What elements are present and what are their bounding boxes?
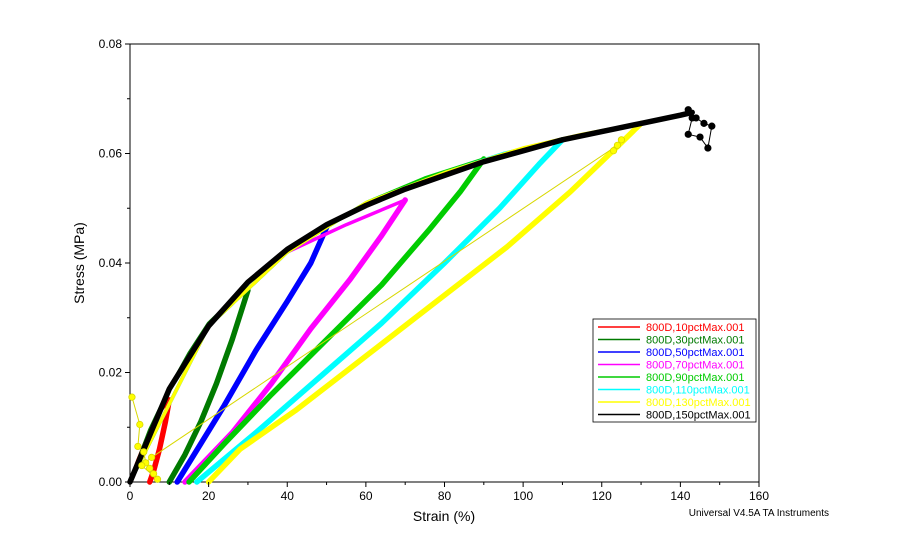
series-unloading-curve-7	[205, 120, 644, 485]
series-marker-8	[684, 106, 692, 114]
x-axis-title: Strain (%)	[413, 508, 475, 524]
x-tick-label: 0	[127, 489, 134, 503]
legend-label-7: 800D,130pctMax.001	[646, 397, 751, 409]
x-tick-label: 80	[438, 489, 452, 503]
x-tick-label: 140	[670, 489, 690, 503]
legend-label-5: 800D,90pctMax.001	[646, 372, 744, 384]
x-tick-label: 20	[202, 489, 216, 503]
y-tick-label: 0.04	[99, 256, 123, 270]
series-marker-8	[696, 133, 704, 141]
series-marker-7	[609, 147, 618, 155]
x-tick-label: 120	[592, 489, 612, 503]
markers-layer	[128, 106, 716, 483]
series-unloading-curve-6	[194, 137, 566, 485]
instrument-credit: Universal V4.5A TA Instruments	[689, 508, 829, 519]
series-unloading-curve-3	[174, 224, 330, 485]
series-marker-7	[148, 453, 156, 461]
series-marker-7	[149, 470, 158, 478]
series-unloading-curve-2	[166, 287, 251, 485]
legend-box	[592, 318, 757, 423]
series-marker-7	[146, 464, 154, 472]
series-marker-8	[684, 130, 692, 138]
series-marker-7	[136, 420, 144, 429]
series-marker-8	[688, 114, 696, 122]
legend-label-4: 800D,70pctMax.001	[646, 360, 744, 372]
x-tick-label: 100	[513, 489, 533, 503]
series-marker-7	[128, 393, 136, 401]
series-marker-7	[613, 141, 622, 149]
series-marker-8	[704, 144, 712, 152]
y-tick-label: 0.06	[99, 147, 123, 161]
ticks-layer: 0 20 40 60 80 100 120 140 160 0.00 0.02 0.04 0.06 0.0…	[99, 37, 770, 503]
series-marker-8	[708, 122, 716, 130]
legend-label-6: 800D,110pctMax.001	[646, 385, 750, 397]
legend-label-1: 800D,10pctMax.001	[646, 322, 744, 334]
y-tick-label: 0.08	[99, 37, 123, 51]
y-axis-title: Stress (MPa)	[71, 222, 87, 304]
series-marker-7	[153, 475, 162, 483]
series-unloading-curve-5	[186, 156, 487, 485]
legend: 800D,10pctMax.001800D,30pctMax.001800D,5…	[592, 318, 757, 423]
y-tick-label: 0.02	[99, 366, 123, 380]
y-tick-label: 0.00	[99, 475, 123, 489]
series-loading-curve-8	[127, 109, 695, 485]
x-tick-label: 160	[749, 489, 769, 503]
x-tick-label: 60	[359, 489, 373, 503]
series-marker-7	[617, 136, 626, 144]
x-tick-label: 40	[281, 489, 295, 503]
series-marker-7	[140, 448, 148, 456]
series-marker-7	[138, 461, 146, 470]
legend-label-3: 800D,50pctMax.001	[646, 347, 744, 359]
series-marker-8	[700, 119, 708, 127]
series-marker-7	[134, 442, 142, 451]
legend-label-8: 800D,150pctMax.001	[646, 410, 751, 422]
legend-label-2: 800D,30pctMax.001	[646, 335, 744, 347]
